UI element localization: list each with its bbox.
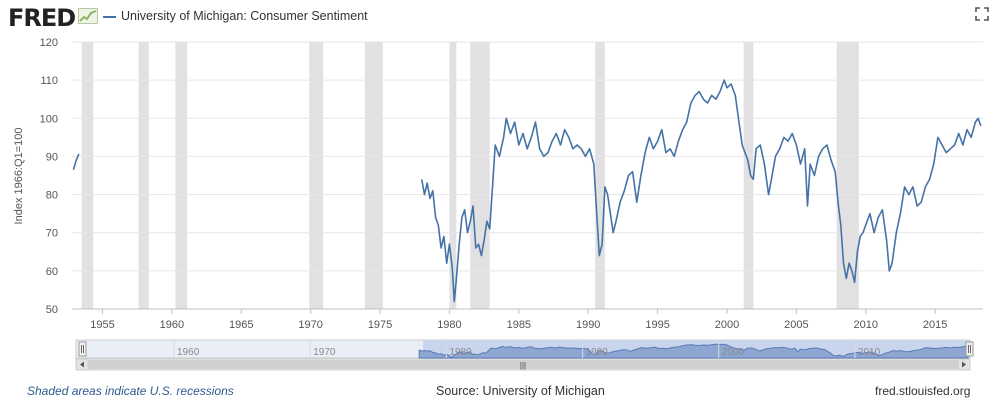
chart-header: FRED University of Michigan: Consumer Se…: [0, 0, 999, 34]
series-line-segment-1[interactable]: [420, 79, 982, 303]
y-tick-label-80: 80: [46, 190, 58, 202]
recession-band-2: [175, 42, 188, 309]
series-line-segment-0[interactable]: [72, 153, 80, 171]
navigator-left-handle[interactable]: [78, 341, 87, 357]
legend-series-label[interactable]: University of Michigan: Consumer Sentime…: [121, 9, 368, 23]
navigator-tick-label-1970: 1970: [313, 347, 336, 358]
y-axis-label: Index 1966:Q1=100: [13, 128, 25, 225]
x-tick-label-1995: 1995: [645, 319, 669, 331]
recession-band-0: [81, 42, 94, 309]
y-tick-label-120: 120: [40, 37, 58, 49]
source-note: Source: University of Michigan: [436, 384, 605, 398]
fred-logo[interactable]: FRED: [8, 4, 76, 32]
navigator-tick-label-2000: 2000: [722, 347, 745, 358]
x-tick-label-1965: 1965: [229, 319, 253, 331]
y-gridlines: [72, 41, 983, 310]
fullscreen-icon[interactable]: [975, 7, 989, 21]
recession-band-5: [449, 42, 457, 309]
recession-band-8: [743, 42, 754, 309]
x-tick-label-1970: 1970: [298, 319, 322, 331]
fred-site-link[interactable]: fred.stlouisfed.org: [875, 384, 971, 398]
x-tick-label-1985: 1985: [507, 319, 531, 331]
legend-series-swatch: [103, 16, 116, 18]
scroll-left-arrow-icon: [80, 361, 84, 368]
x-tick-label-2015: 2015: [923, 319, 947, 331]
fred-logo-graph-icon: [78, 8, 98, 24]
navigator-tick-label-1960: 1960: [177, 347, 200, 358]
recession-band-7: [595, 42, 605, 309]
x-tick-label-1975: 1975: [368, 319, 392, 331]
x-tick-label-1990: 1990: [576, 319, 600, 331]
x-tick-label-2010: 2010: [854, 319, 878, 331]
x-axis-ticks: 1955 1960 1965 1970 1975 1980 1985 1990 1995 2000…: [90, 309, 947, 331]
series-lines[interactable]: [72, 79, 982, 303]
recession-band-6: [470, 42, 490, 309]
y-tick-label-50: 50: [46, 304, 58, 316]
x-tick-label-1980: 1980: [437, 319, 461, 331]
navigator-series-area: [418, 343, 969, 359]
x-tick-label-1955: 1955: [90, 319, 114, 331]
recession-band-1: [138, 42, 149, 309]
y-tick-label-100: 100: [40, 113, 58, 125]
scroll-right-arrow-icon: [962, 361, 966, 368]
range-navigator[interactable]: 1960 1970 1980 1990 2000 2010 |||: [75, 339, 974, 371]
navigator-ticks: 1960 1970 1980 1990 2000 2010: [173, 340, 881, 358]
recession-shading: [81, 42, 859, 309]
scrollbar-grip: |||: [520, 361, 526, 370]
navigator-tick-label-1990: 1990: [586, 347, 609, 358]
y-tick-label-60: 60: [46, 266, 58, 278]
navigator-right-handle[interactable]: [965, 341, 974, 357]
navigator-tick-label-1980: 1980: [449, 347, 472, 358]
recession-band-4: [364, 42, 383, 309]
y-axis-ticks: 50 60 70 80 90 100 110 120: [40, 37, 58, 316]
navigator-tick-label-2010: 2010: [858, 347, 881, 358]
recession-note: Shaded areas indicate U.S. recessions: [27, 384, 234, 398]
recession-band-3: [309, 42, 324, 309]
y-tick-label-90: 90: [46, 151, 58, 163]
x-tick-label-2000: 2000: [715, 319, 739, 331]
x-tick-label-1960: 1960: [160, 319, 184, 331]
y-tick-label-70: 70: [46, 228, 58, 240]
y-tick-label-110: 110: [40, 75, 58, 87]
scrollbar-thumb[interactable]: [88, 360, 958, 369]
x-tick-label-2005: 2005: [784, 319, 808, 331]
